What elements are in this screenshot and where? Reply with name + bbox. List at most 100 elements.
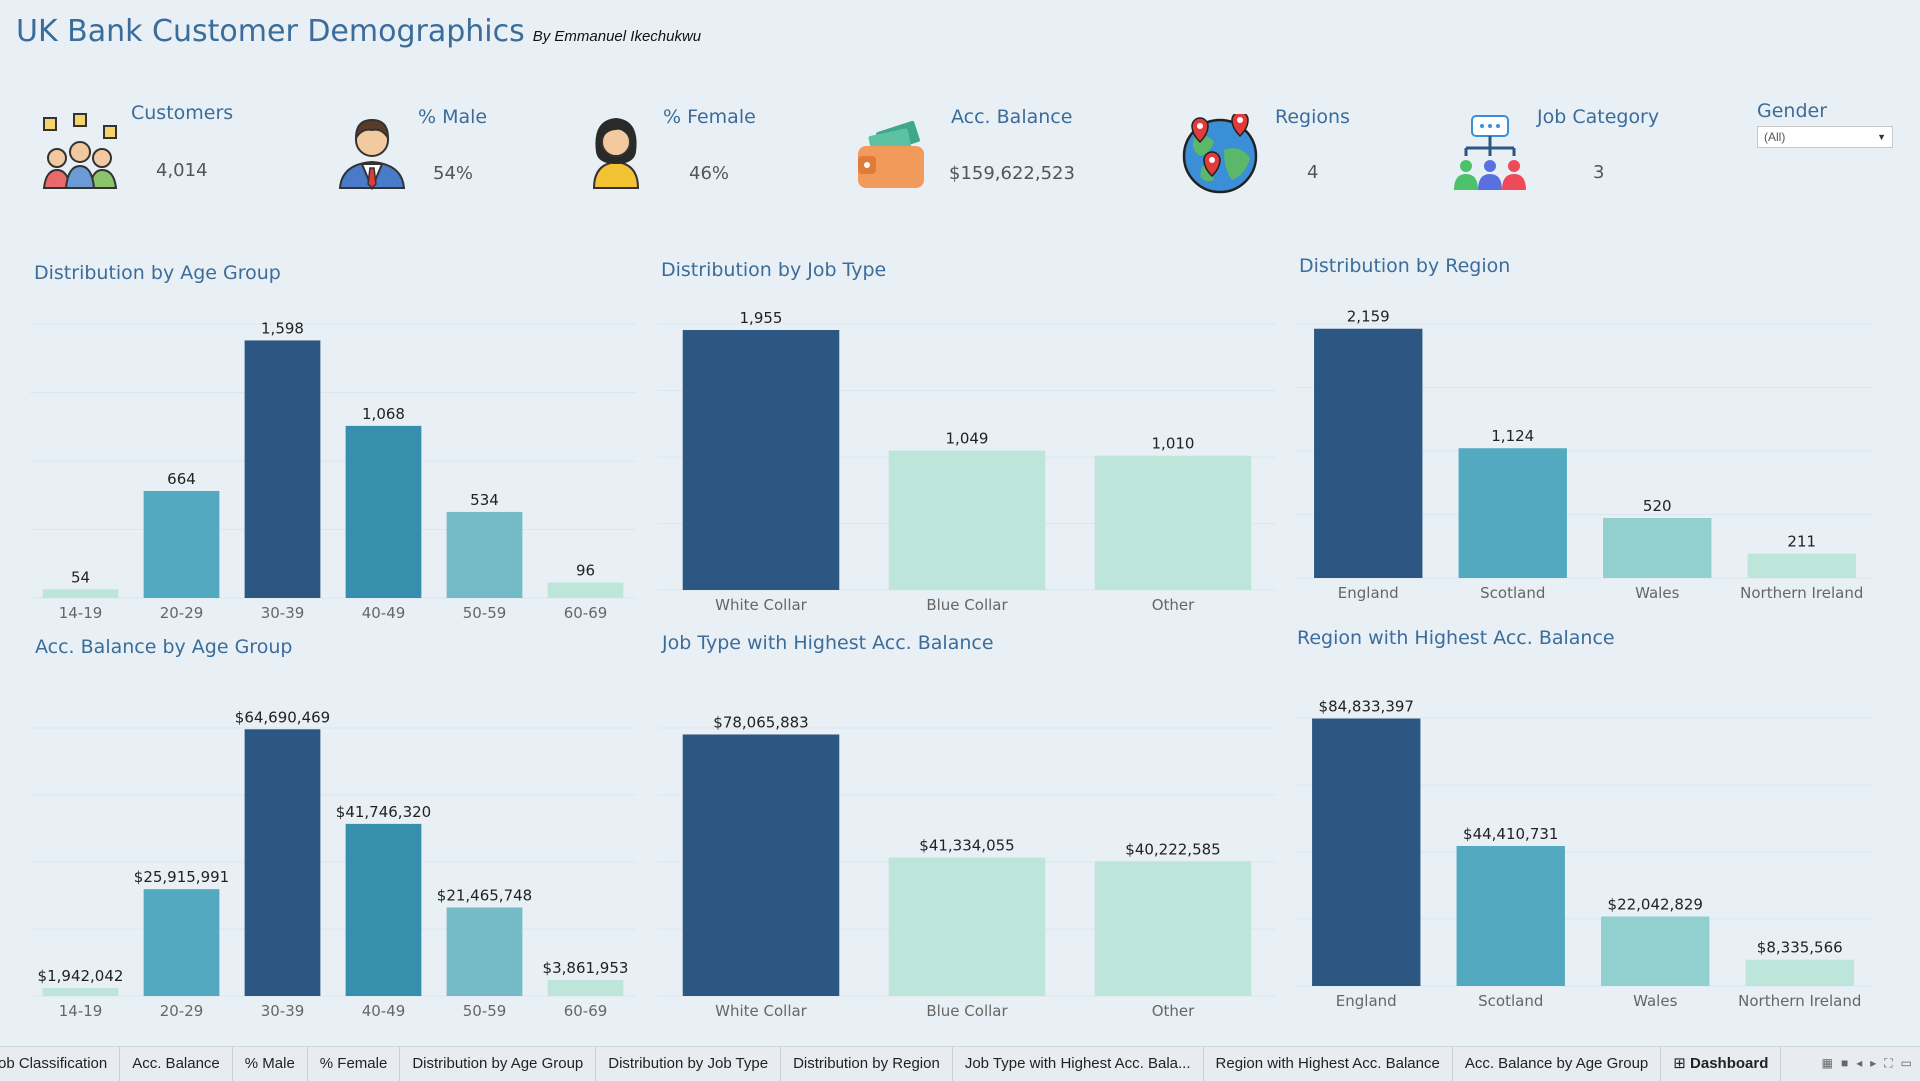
age-balance-chart: $1,942,042 14-19 $25,915,991 20-29 $64,690,4… [30,708,636,1020]
female-icon [592,118,640,189]
bar[interactable] [1747,553,1856,578]
job-distribution-chart: 1,955 White Collar 1,049 Blue Collar 1,010 Ot… [658,309,1276,614]
data-label: 1,010 [1152,435,1195,453]
kpi-value: $159,622,523 [949,163,1075,184]
tab-female[interactable]: % Female [308,1047,401,1081]
data-label: $3,861,953 [543,959,629,977]
tab-job-type-highest-balance[interactable]: Job Type with Highest Acc. Bala... [953,1047,1204,1081]
region-distribution-chart: 2,159 England 1,124 Scotland 520 Wales 211 Nort… [1296,308,1874,602]
kpi-label: % Male [418,106,488,128]
fullscreen-icon[interactable]: ⛶ [1884,1056,1893,1070]
bar[interactable] [446,907,523,996]
kpi-label: Acc. Balance [951,106,1073,128]
data-label: $40,222,585 [1125,840,1220,858]
x-tick-label: 14-19 [59,604,103,622]
gender-select[interactable]: (All) ▼ [1757,126,1893,148]
age-distribution-chart: 54 14-19 664 20-29 1,598 30-39 1,068 40-49 534 50… [30,319,636,622]
chart-title-job-distribution: Distribution by Job Type [661,259,887,281]
x-tick-label: 40-49 [362,1002,406,1020]
data-label: 54 [71,568,90,586]
tab-dashboard-label: Dashboard [1690,1055,1769,1072]
x-tick-label: Wales [1633,992,1677,1010]
bar[interactable] [682,329,840,590]
data-label: $78,065,883 [713,713,808,731]
data-label: $8,335,566 [1757,939,1843,957]
tab-region-highest-balance[interactable]: Region with Highest Acc. Balance [1204,1047,1453,1081]
prev-tab-icon[interactable]: ◂ [1856,1056,1863,1070]
tab-distribution-by-job-type[interactable]: Distribution by Job Type [596,1047,782,1081]
x-tick-label: White Collar [715,596,808,614]
x-tick-label: Scotland [1480,584,1545,602]
grid-view-icon[interactable]: ▦ [1821,1056,1833,1070]
data-label: 664 [167,470,196,488]
bar[interactable] [1601,916,1710,986]
data-label: $44,410,731 [1463,825,1558,843]
gender-filter: Gender (All) ▼ [1757,100,1897,148]
bar[interactable] [888,857,1046,996]
bar[interactable] [1314,328,1423,578]
x-tick-label: 40-49 [362,604,406,622]
x-tick-label: 30-39 [261,1002,305,1020]
bar[interactable] [446,511,523,598]
present-icon[interactable]: ▭ [1900,1056,1912,1070]
kpi-label: % Female [663,106,756,128]
data-label: 520 [1643,497,1672,515]
chart-title-age-distribution: Distribution by Age Group [34,262,281,284]
data-label: $22,042,829 [1608,896,1703,914]
bar[interactable] [1094,861,1252,996]
region-balance-chart: $84,833,397 England $44,410,731 Scotland $22… [1294,698,1872,1010]
x-tick-label: 50-59 [463,1002,507,1020]
data-label: 1,955 [740,309,783,327]
tab-male[interactable]: % Male [233,1047,308,1081]
x-tick-label: 60-69 [564,604,608,622]
kpi-value: 4,014 [156,160,208,181]
bar[interactable] [143,889,220,996]
bar[interactable] [1312,718,1421,986]
bar[interactable] [1603,517,1712,578]
author-byline: By Emmanuel Ikechukwu [532,28,702,45]
x-tick-label: Northern Ireland [1738,992,1861,1010]
bar[interactable] [345,425,422,598]
bar[interactable] [682,734,840,996]
x-tick-label: 50-59 [463,604,507,622]
kpi-label: Regions [1275,106,1350,128]
x-tick-label: Northern Ireland [1740,584,1863,602]
data-label: $21,465,748 [437,886,532,904]
bar[interactable] [1456,845,1565,986]
gender-filter-label: Gender [1757,100,1828,122]
bar[interactable] [345,823,422,996]
tab-acc-balance-by-age-group[interactable]: Acc. Balance by Age Group [1453,1047,1662,1081]
kpi-value: 3 [1593,162,1605,183]
data-label: $41,746,320 [336,803,431,821]
kpi-label: Job Category [1537,106,1660,128]
bar[interactable] [143,490,220,598]
bar[interactable] [547,582,624,598]
bar[interactable] [42,987,119,996]
x-tick-label: Other [1152,596,1195,614]
dashboard-header: UK Bank Customer Demographics By Emmanue… [16,14,701,49]
bar[interactable] [244,729,321,996]
data-label: 211 [1787,533,1816,551]
bar[interactable] [244,340,321,598]
bar[interactable] [1094,455,1252,590]
film-strip-icon[interactable]: ■ [1840,1056,1849,1070]
tab-dashboard[interactable]: ⊞ Dashboard [1661,1047,1782,1081]
next-tab-icon[interactable]: ▸ [1870,1056,1877,1070]
bar[interactable] [888,450,1046,590]
x-tick-label: 60-69 [564,1002,608,1020]
x-tick-label: White Collar [715,1002,808,1020]
sheet-tab-bar: ob Classification Acc. Balance % Male % … [0,1046,1920,1081]
tab-distribution-by-age-group[interactable]: Distribution by Age Group [400,1047,597,1081]
bar[interactable] [547,980,624,996]
tab-distribution-by-region[interactable]: Distribution by Region [781,1047,953,1081]
x-tick-label: Other [1152,1002,1195,1020]
bar[interactable] [42,589,119,598]
tab-job-classification[interactable]: ob Classification [0,1047,121,1081]
chart-title-job-balance: Job Type with Highest Acc. Balance [662,632,994,654]
tab-acc-balance[interactable]: Acc. Balance [120,1047,233,1081]
bar[interactable] [1458,448,1567,578]
bar[interactable] [1745,959,1854,986]
data-label: 2,159 [1347,308,1390,326]
male-icon [338,118,406,190]
data-label: $84,833,397 [1319,698,1414,716]
